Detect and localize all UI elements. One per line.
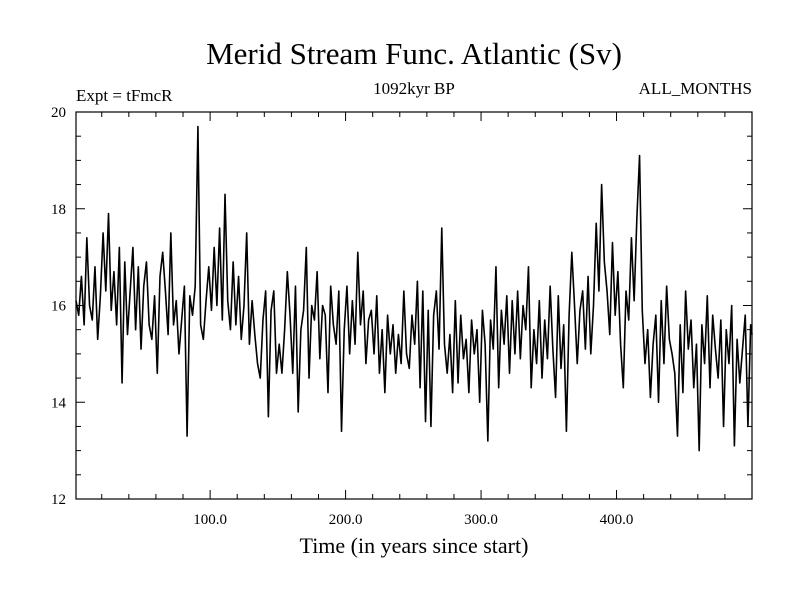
axis-ticks — [76, 111, 752, 500]
series-line — [75, 125, 753, 452]
x-tick-label: 400.0 — [600, 512, 634, 528]
x-axis-label: Time (in years since start) — [300, 533, 529, 558]
period-label: 1092kyr BP — [373, 79, 455, 98]
chart-title: Merid Stream Func. Atlantic (Sv) — [206, 36, 622, 71]
x-tick-label: 300.0 — [464, 512, 498, 528]
y-tick-label: 12 — [51, 492, 66, 508]
y-tick-label: 18 — [51, 202, 66, 218]
experiment-label: Expt = tFmcR — [76, 86, 173, 105]
x-tick-label: 200.0 — [329, 512, 363, 528]
x-axis: 100.0 200.0 300.0 400.0 — [193, 512, 633, 528]
x-tick-label: 100.0 — [193, 512, 227, 528]
y-tick-label: 14 — [51, 395, 67, 411]
y-axis: 12 14 16 18 20 — [51, 105, 67, 508]
y-tick-label: 20 — [51, 105, 66, 121]
plot-frame — [75, 111, 753, 500]
months-label: ALL_MONTHS — [639, 79, 752, 98]
y-tick-label: 16 — [51, 299, 67, 315]
